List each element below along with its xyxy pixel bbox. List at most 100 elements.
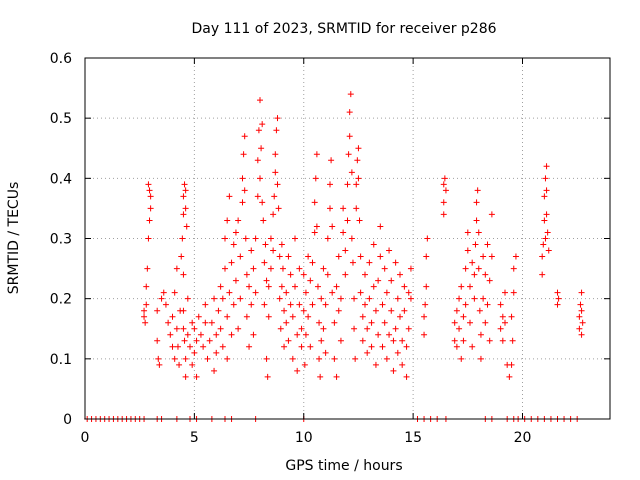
data-point: [577, 301, 584, 308]
data-point: [460, 337, 467, 344]
data-point: [180, 193, 187, 200]
data-point: [143, 283, 150, 290]
data-point: [147, 205, 154, 212]
data-point: [142, 319, 149, 326]
data-point: [300, 271, 307, 278]
data-point: [477, 355, 484, 362]
data-point: [241, 133, 248, 140]
data-point: [191, 325, 198, 332]
data-point: [311, 199, 318, 206]
data-point: [386, 331, 393, 338]
data-point: [187, 343, 193, 350]
data-point: [451, 319, 458, 326]
data-point: [248, 247, 255, 254]
data-point: [312, 175, 319, 182]
data-point: [471, 295, 478, 302]
data-point: [154, 337, 161, 344]
data-point: [499, 337, 506, 344]
data-point: [156, 361, 163, 368]
data-point: [394, 295, 401, 302]
data-point: [399, 337, 406, 344]
data-point: [554, 289, 561, 296]
data-point: [451, 337, 458, 344]
data-point: [453, 307, 460, 314]
data-point: [242, 235, 249, 242]
data-point: [224, 217, 231, 224]
data-point: [473, 199, 480, 206]
data-point: [316, 319, 323, 326]
data-point: [189, 361, 196, 368]
data-point: [165, 319, 172, 326]
y-tick-label: 0.2: [50, 292, 72, 308]
data-point: [488, 211, 495, 218]
data-point: [359, 337, 366, 344]
data-point: [264, 373, 271, 380]
data-point: [239, 175, 246, 182]
data-point: [460, 313, 467, 320]
data-point: [331, 355, 338, 362]
data-point: [407, 295, 414, 302]
data-point: [275, 205, 282, 212]
data-point: [273, 127, 280, 134]
data-point: [440, 199, 447, 206]
data-point: [324, 235, 331, 242]
data-point: [327, 181, 333, 188]
data-point: [502, 289, 508, 296]
data-point: [337, 295, 344, 302]
data-point: [370, 241, 377, 248]
data-point: [250, 331, 257, 338]
data-point: [453, 343, 460, 350]
y-axis-ticks: 0 0.1 0.2 0.3 0.4 0.5 0.6: [50, 51, 610, 428]
data-point: [237, 253, 244, 260]
data-point: [252, 235, 259, 242]
data-point: [346, 133, 353, 140]
data-point: [328, 157, 335, 164]
data-point: [146, 187, 153, 194]
data-point: [423, 253, 430, 260]
data-point: [476, 307, 483, 314]
data-point: [206, 337, 213, 344]
data-point: [261, 301, 268, 308]
data-point: [302, 331, 309, 338]
data-point: [146, 217, 153, 224]
data-point: [178, 253, 185, 260]
data-point: [211, 295, 218, 302]
data-point: [279, 265, 286, 272]
data-point: [372, 307, 379, 314]
data-point: [309, 301, 316, 308]
data-point: [173, 265, 180, 272]
data-point: [259, 199, 266, 206]
data-point: [392, 259, 399, 266]
data-point: [401, 307, 408, 314]
data-point: [353, 181, 360, 188]
data-point: [222, 265, 228, 272]
data-point: [405, 289, 412, 296]
data-point: [232, 277, 239, 284]
data-point: [368, 319, 375, 326]
data-point: [184, 331, 191, 338]
data-point: [200, 343, 207, 350]
data-point: [421, 313, 428, 320]
data-point: [237, 295, 244, 302]
data-point: [403, 343, 410, 350]
data-point: [502, 319, 508, 326]
data-point: [578, 289, 585, 296]
data-point: [294, 367, 301, 374]
data-point: [145, 235, 152, 242]
data-point: [287, 301, 294, 308]
data-point: [375, 277, 382, 284]
data-point: [219, 295, 226, 302]
data-point: [482, 271, 489, 278]
data-point: [464, 247, 471, 254]
data-point: [311, 229, 318, 236]
data-point: [370, 283, 377, 290]
data-point: [440, 181, 447, 188]
data-point: [235, 325, 242, 332]
data-point: [235, 217, 242, 224]
data-point: [281, 343, 288, 350]
data-point: [258, 145, 265, 152]
data-point: [542, 235, 549, 242]
data-point: [270, 211, 277, 218]
data-point: [355, 175, 362, 182]
data-point: [182, 355, 189, 362]
